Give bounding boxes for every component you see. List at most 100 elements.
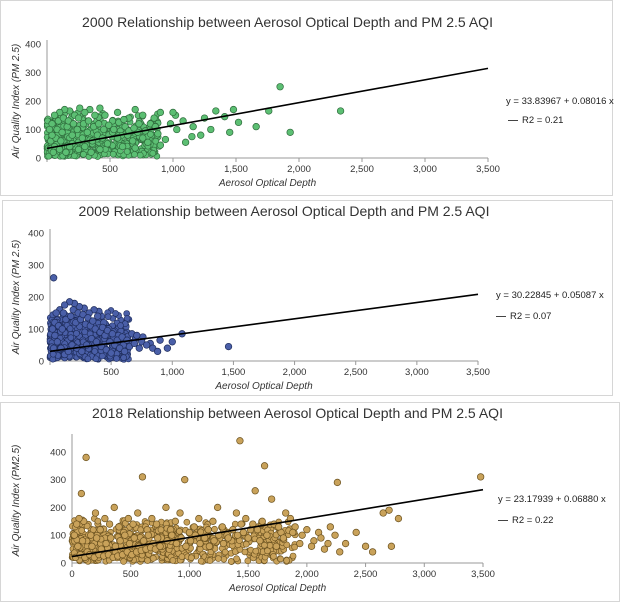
scatter-point — [320, 545, 329, 553]
scatter-point — [110, 125, 118, 134]
scatter-point — [87, 531, 95, 539]
r2-label: R2 = 0.07 — [496, 311, 551, 322]
scatter-point — [156, 336, 164, 344]
scatter-point — [112, 310, 119, 317]
scatter-point — [57, 137, 65, 145]
scatter-point — [84, 355, 92, 363]
scatter-point — [236, 437, 244, 445]
scatter-point — [181, 138, 190, 146]
scatter-point — [45, 125, 54, 134]
scatter-point — [212, 107, 220, 115]
scatter-point — [477, 473, 485, 481]
y-axis-label: Air Quality Index (PM 2.5) — [11, 240, 22, 355]
scatter-point — [74, 114, 83, 122]
chart-title: 2018 Relationship between Aerosol Optica… — [92, 405, 503, 421]
y-tick-label: 100 — [28, 325, 44, 336]
scatter-point — [341, 539, 350, 548]
scatter-point — [224, 342, 233, 351]
scatter-point — [258, 517, 266, 525]
scatter-point — [120, 558, 127, 565]
scatter-point — [73, 330, 80, 337]
scatter-point — [49, 148, 57, 156]
scatter-point — [89, 317, 97, 325]
scatter-point — [129, 520, 137, 528]
scatter-point — [116, 537, 124, 545]
scatter-point — [87, 148, 95, 156]
x-axis-label: Aerosol Optical Depth — [228, 583, 327, 594]
scatter-point — [134, 509, 142, 517]
scatter-point — [76, 104, 84, 112]
scatter-point — [68, 131, 76, 139]
scatter-point — [252, 122, 260, 131]
scatter-point — [94, 517, 102, 525]
scatter-point — [120, 347, 129, 356]
scatter-point — [242, 514, 250, 523]
scatter-point — [183, 518, 191, 526]
scatter-point — [185, 528, 194, 537]
scatter-point — [326, 523, 334, 531]
scatter-point — [153, 347, 162, 356]
scatter-point — [142, 341, 151, 349]
scatter-point — [91, 509, 100, 517]
y-tick-label: 200 — [28, 293, 44, 304]
scatter-point — [195, 514, 203, 523]
x-tick-label: 3,000 — [405, 367, 429, 378]
scatter-point — [156, 108, 165, 117]
scatter-point — [277, 555, 284, 563]
trendline — [71, 488, 484, 558]
scatter-point — [84, 117, 93, 125]
scatter-point — [81, 328, 89, 336]
scatter-point — [133, 331, 141, 340]
x-tick-label: 3,000 — [412, 569, 436, 580]
scatter-point — [73, 520, 81, 528]
scatter-point — [162, 503, 170, 512]
scatter-point — [120, 354, 127, 361]
scatter-points — [70, 437, 485, 562]
scatter-point — [157, 526, 165, 534]
chart-title: 2009 Relationship between Aerosol Optica… — [79, 203, 490, 219]
scatter-point — [124, 514, 133, 523]
scatter-point — [296, 539, 304, 548]
scatter-point — [172, 539, 181, 548]
scatter-point — [206, 557, 214, 564]
equation-label: y = 23.17939 + 0.06880 x — [498, 494, 606, 505]
scatter-point — [221, 548, 229, 556]
scatter-point — [108, 330, 117, 338]
scatter-point — [270, 553, 277, 560]
scatter-point — [118, 142, 127, 151]
scatter-point — [95, 120, 103, 128]
scatter-point — [96, 104, 104, 112]
scatter-point — [109, 150, 117, 158]
scatter-point — [139, 111, 147, 119]
scatter-point — [204, 526, 212, 534]
y-tick-label: 0 — [36, 154, 41, 165]
scatter-point — [232, 509, 241, 517]
scatter-point — [196, 539, 204, 548]
scatter-chart-2009: 2009 Relationship between Aerosol Optica… — [11, 203, 490, 392]
scatter-point — [161, 135, 170, 144]
scatter-point — [263, 531, 271, 539]
y-tick-label: 200 — [50, 503, 66, 514]
trendline — [46, 67, 489, 150]
scatter-point — [99, 352, 106, 360]
scatter-point — [136, 151, 144, 159]
scatter-point — [171, 517, 179, 525]
x-tick-label: 2,000 — [283, 367, 307, 378]
x-tick-label: 1,500 — [236, 569, 260, 580]
scatter-point — [156, 542, 164, 550]
x-tick-label: 3,500 — [471, 569, 495, 580]
scatter-point — [169, 557, 177, 564]
scatter-point — [385, 506, 393, 514]
scatter-point — [336, 107, 345, 115]
scatter-point — [298, 531, 306, 539]
scatter-point — [147, 131, 154, 138]
scatter-point — [331, 531, 339, 539]
panel-frame — [0, 402, 620, 602]
scatter-point — [82, 453, 90, 462]
y-tick-label: 400 — [28, 229, 44, 240]
scatter-point — [244, 557, 252, 565]
scatter-point — [92, 355, 100, 363]
scatter-point — [131, 144, 139, 152]
scatter-point — [352, 528, 360, 537]
scatter-point — [219, 539, 228, 548]
